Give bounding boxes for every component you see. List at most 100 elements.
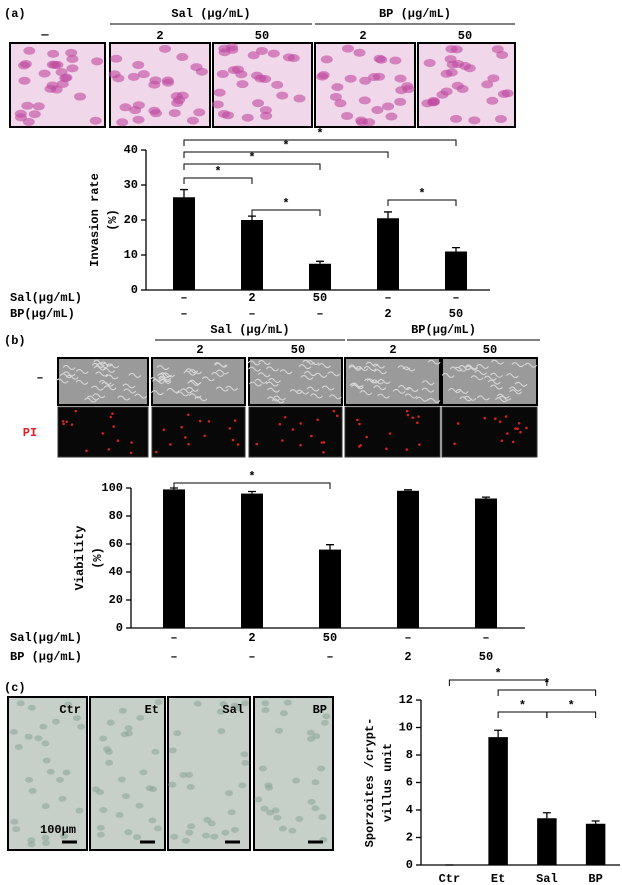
cell (474, 370, 488, 376)
cell (327, 371, 341, 377)
cell (214, 362, 228, 368)
cell (448, 388, 461, 394)
condition-level: – (248, 650, 255, 664)
y-tick-label: 10 (399, 721, 413, 735)
cell (28, 787, 37, 794)
cell (211, 371, 225, 377)
cell (377, 379, 391, 385)
error-bar (591, 820, 600, 824)
cell (60, 73, 73, 82)
cell (203, 434, 206, 438)
cell (298, 364, 312, 370)
y-tick-label: 0 (406, 858, 413, 872)
cell (310, 434, 313, 438)
image-label: BP (313, 703, 327, 717)
cell (456, 422, 460, 425)
cell (259, 75, 272, 84)
cell (108, 70, 121, 79)
image-label: Et (145, 703, 159, 717)
cell (96, 831, 105, 838)
cell (185, 771, 194, 778)
cell (295, 816, 304, 823)
cell (454, 366, 467, 372)
cell (293, 94, 306, 103)
cell (185, 368, 199, 374)
cell (487, 379, 501, 385)
cell (265, 381, 279, 387)
significance-bracket (173, 482, 331, 489)
row-label: – (36, 371, 43, 385)
cell (385, 447, 388, 451)
cell (101, 432, 105, 435)
scale-label: 100μm (40, 823, 76, 837)
condition-name: Sal(μg/mL) (10, 291, 82, 305)
dose-label: 50 (483, 343, 497, 357)
cell (173, 96, 186, 105)
cell (350, 384, 364, 390)
cell (103, 385, 117, 391)
x-tick-label: BP (588, 872, 602, 885)
cell (41, 840, 50, 847)
cell (364, 378, 377, 384)
cell (394, 74, 407, 83)
condition-level: 2 (248, 631, 255, 645)
y-tick-label: 6 (406, 776, 413, 790)
cell (302, 359, 316, 365)
y-axis-label: Sporzoites /crypt- (363, 718, 377, 848)
cell (158, 375, 172, 381)
condition-level: 50 (313, 291, 327, 305)
cell (166, 387, 180, 393)
error-bar (248, 490, 256, 494)
condition-level: – (170, 631, 177, 645)
cell (405, 387, 419, 393)
cell (504, 415, 508, 418)
cell (371, 106, 384, 115)
cell (91, 57, 104, 66)
condition-level: 50 (323, 631, 337, 645)
bar (163, 489, 185, 628)
cell (116, 118, 129, 127)
cell (211, 100, 224, 109)
cell (440, 87, 453, 96)
cell (201, 376, 215, 382)
cell (39, 723, 48, 730)
cell (18, 76, 31, 85)
cell (24, 733, 33, 740)
micrograph (441, 406, 538, 458)
cell (288, 827, 297, 834)
cell (168, 781, 177, 788)
cell (322, 441, 326, 444)
bar (377, 218, 399, 290)
y-tick-label: 4 (406, 803, 413, 817)
cell (129, 451, 133, 455)
significance-bracket (183, 139, 457, 146)
cell (453, 442, 456, 446)
cell (395, 86, 408, 95)
y-axis-label: Viability (73, 526, 87, 591)
cell (441, 372, 455, 378)
cell (300, 374, 314, 380)
cell (299, 443, 302, 447)
cell (320, 719, 329, 726)
cell (266, 366, 279, 372)
cell (267, 49, 280, 58)
cell (236, 443, 240, 446)
y-axis-label: (%) (91, 547, 105, 569)
cell (278, 825, 287, 832)
cell (136, 714, 145, 721)
cell (317, 765, 326, 772)
cell (116, 439, 120, 443)
cell (98, 380, 112, 386)
cell (318, 814, 327, 821)
cell (41, 803, 50, 810)
cell (16, 700, 25, 707)
cell (365, 361, 379, 367)
condition-level: 50 (449, 307, 463, 321)
cell (334, 99, 347, 108)
cell (314, 372, 328, 378)
cell (279, 369, 293, 375)
cell (511, 440, 515, 444)
cell (456, 85, 469, 94)
cell (335, 414, 339, 418)
